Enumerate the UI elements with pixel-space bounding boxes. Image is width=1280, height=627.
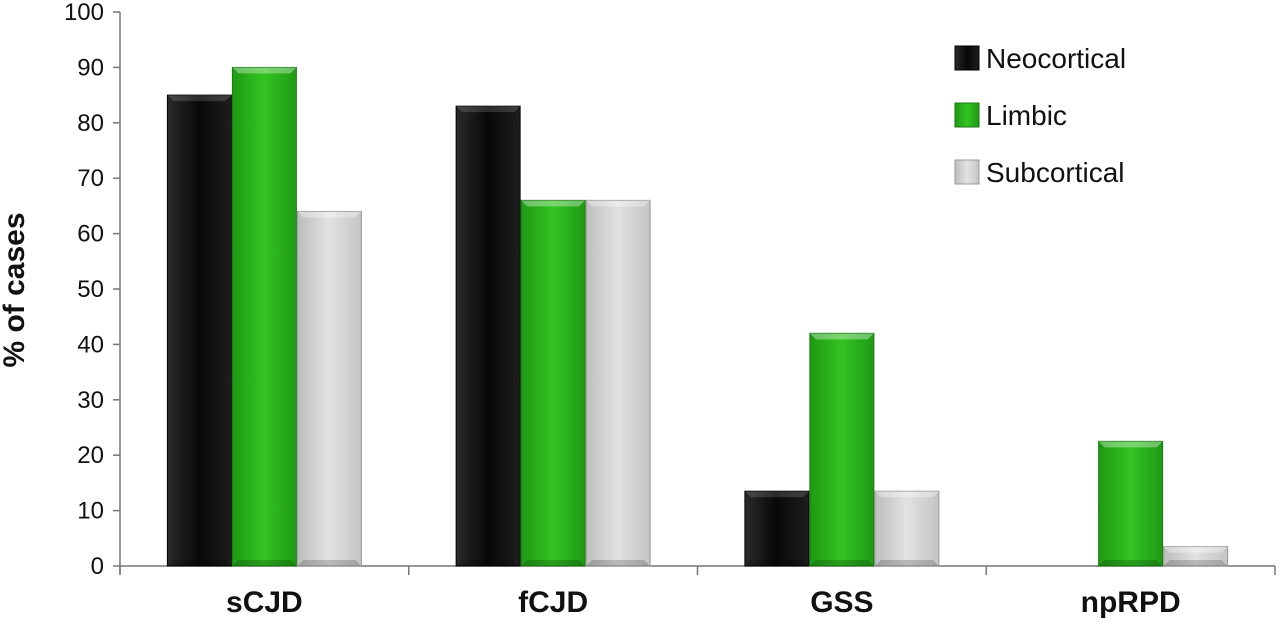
legend-swatch	[954, 102, 980, 128]
legend-item-neocortical: Neocortical	[954, 43, 1126, 74]
y-tick-label: 70	[77, 165, 104, 192]
y-tick-label: 30	[77, 387, 104, 414]
y-tick-label: 20	[77, 442, 104, 469]
y-tick-label: 60	[77, 221, 104, 248]
bar-neocortical-scjd	[166, 94, 232, 567]
legend-item-subcortical: Subcortical	[954, 157, 1125, 188]
bar-limbic-scjd	[231, 66, 297, 567]
bar-neocortical-fcjd	[455, 105, 521, 567]
y-axis-title: % of cases	[0, 212, 31, 367]
bars	[166, 66, 1229, 567]
y-tick-label: 50	[77, 276, 104, 303]
y-tick-label: 10	[77, 498, 104, 525]
x-category-label: npRPD	[1081, 586, 1181, 619]
legend-label: Subcortical	[986, 157, 1125, 188]
bar-limbic-nprpd	[1098, 440, 1164, 567]
y-tick-label: 80	[77, 110, 104, 137]
bar-limbic-fcjd	[520, 199, 586, 567]
x-category-label: GSS	[810, 586, 873, 619]
bar-subcortical-scjd	[296, 210, 362, 567]
y-tick-labels: 0 10 20 30 40 50 60 70 80 90 100	[64, 0, 104, 580]
legend-swatch	[954, 45, 980, 71]
bar-subcortical-fcjd	[585, 199, 651, 567]
y-tick-label: 100	[64, 0, 104, 26]
x-category-label: sCJD	[226, 586, 303, 619]
bar-neocortical-gss	[744, 490, 810, 567]
legend-label: Neocortical	[986, 43, 1126, 74]
y-tick-label: 40	[77, 331, 104, 358]
legend: Neocortical Limbic Subcortical	[954, 43, 1126, 188]
x-category-labels: sCJD fCJD GSS npRPD	[226, 586, 1181, 619]
bar-subcortical-gss	[874, 490, 940, 567]
bar-limbic-gss	[809, 332, 875, 567]
y-tick-label: 90	[77, 54, 104, 81]
bar-subcortical-nprpd	[1163, 546, 1229, 567]
legend-swatch	[954, 159, 980, 185]
legend-label: Limbic	[986, 100, 1067, 131]
y-tick-label: 0	[91, 553, 104, 580]
x-category-label: fCJD	[518, 586, 588, 619]
legend-item-limbic: Limbic	[954, 100, 1067, 131]
